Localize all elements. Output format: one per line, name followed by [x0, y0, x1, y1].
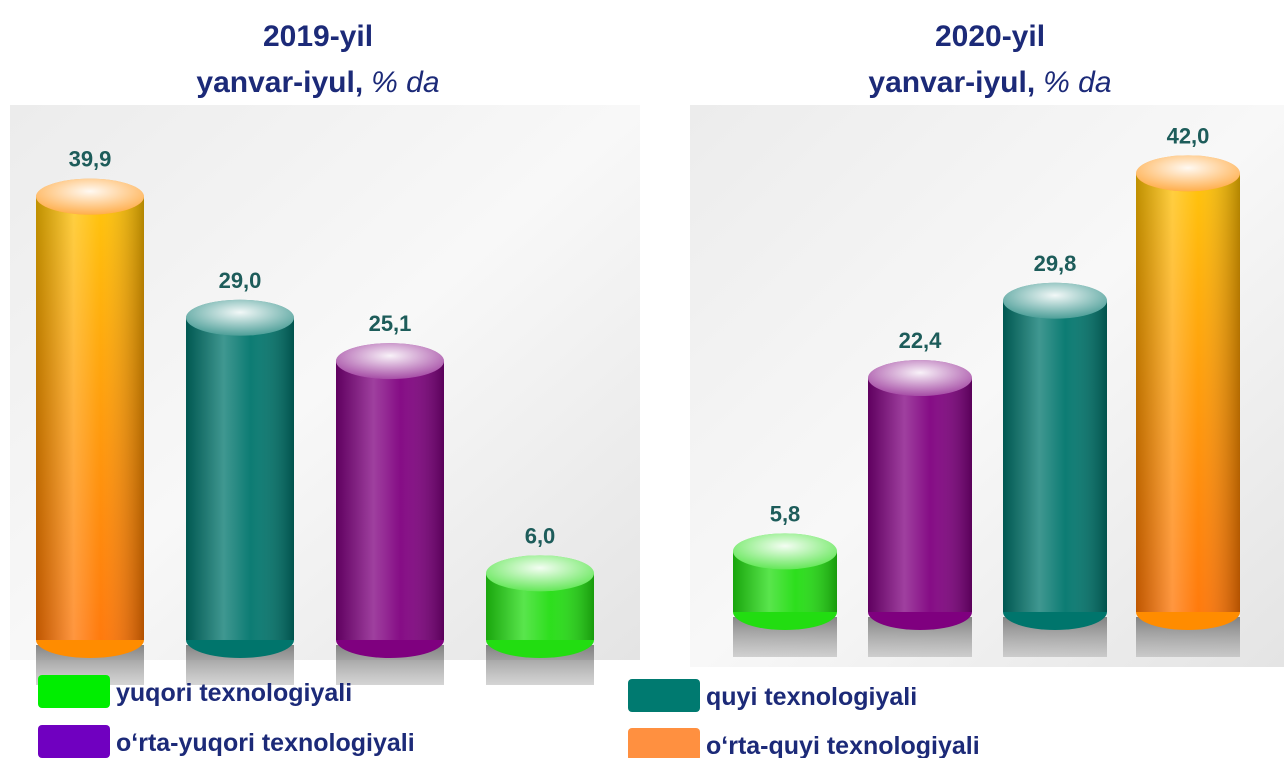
chart-left: 2019-yil yanvar-iyul,% da 39,9 29,0 25,1 6,…	[36, 20, 594, 685]
bar-cap-light	[336, 343, 444, 380]
subtitle: yanvar-iyul,	[196, 66, 363, 99]
bar-cap-light	[486, 555, 594, 592]
bar-cap-light	[36, 178, 144, 215]
legend-label: o‘rta-quyi texnologiyali	[706, 732, 980, 758]
value-label: 29,0	[219, 268, 262, 293]
value-label: 5,8	[770, 501, 801, 526]
legend-swatch	[38, 675, 110, 708]
value-label: 29,8	[1034, 251, 1077, 276]
value-label: 6,0	[525, 523, 556, 548]
title-line: 2019-yil	[263, 20, 373, 53]
legend: yuqori texnologiyali o‘rta-yuqori texnolo…	[38, 675, 980, 758]
bar-cap-light	[1136, 155, 1240, 192]
bar-cap-light	[186, 299, 294, 336]
value-label: 39,9	[69, 147, 112, 172]
unit: % da	[1043, 66, 1111, 99]
chart-title: 2020-yil	[935, 20, 1045, 53]
subtitle: yanvar-iyul,	[868, 66, 1035, 99]
title-line: 2020-yil	[935, 20, 1045, 53]
bar-cap-light	[1003, 282, 1107, 319]
value-label: 42,0	[1167, 123, 1210, 148]
legend-label: o‘rta-yuqori texnologiyali	[116, 729, 415, 757]
bar-shine	[36, 196, 144, 640]
legend-swatch	[628, 728, 700, 758]
value-label: 25,1	[369, 311, 412, 336]
bar-cap-light	[733, 533, 837, 570]
chart-title: 2019-yil	[263, 20, 373, 53]
chart-right: 2020-yil yanvar-iyul,% da 5,8 22,4 29,8 42,…	[733, 20, 1240, 657]
legend-label: yuqori texnologiyali	[116, 679, 352, 707]
bar-shine	[1136, 173, 1240, 613]
bar-cap-light	[868, 360, 972, 397]
value-label: 22,4	[899, 328, 943, 353]
bar-shine	[186, 317, 294, 640]
bar-shine	[336, 361, 444, 640]
chart-subtitle: yanvar-iyul,% da	[868, 66, 1111, 99]
unit: % da	[371, 66, 439, 99]
legend-swatch	[628, 679, 700, 712]
legend-label: quyi texnologiyali	[706, 683, 917, 711]
bar-shine	[1003, 300, 1107, 612]
chart-subtitle: yanvar-iyul,% da	[196, 66, 439, 99]
bar-shine	[868, 378, 972, 612]
legend-swatch	[38, 725, 110, 758]
